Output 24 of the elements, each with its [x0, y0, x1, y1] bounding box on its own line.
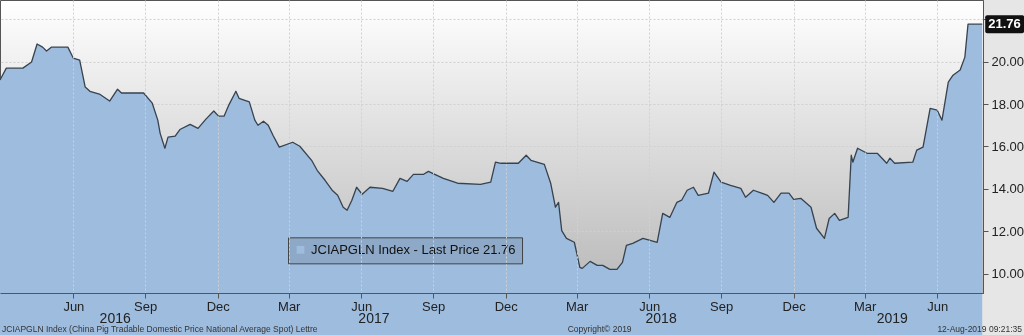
- x-tick-label: Sep: [134, 298, 158, 314]
- legend-label: JCIAPGLN Index - Last Price 21.76: [311, 241, 516, 257]
- text: JCIAPGLN Index (China Pig Tradable Domestic Price National Average Spot) Lettre: [2, 324, 318, 334]
- y-tick-label: 14.00: [991, 181, 1024, 197]
- x-tick-label: Jun: [927, 298, 949, 314]
- text: Copyright© 2019: [567, 324, 632, 334]
- x-tick-label: Jun: [63, 298, 85, 314]
- x2-tick-label: 2019: [876, 310, 909, 326]
- y-tick-label: 10.00: [991, 266, 1024, 282]
- x-tick-label: Dec: [206, 298, 231, 314]
- x-tick-label: Mar: [853, 298, 878, 314]
- x-tick-label: Mar: [278, 298, 302, 314]
- x-tick-label: Sep: [422, 298, 446, 314]
- x-tick-label: Dec: [782, 298, 807, 314]
- x2-tick-label: 2016: [99, 310, 131, 326]
- y-tick-label: 18.00: [991, 96, 1024, 112]
- text: 12-Aug-2019 09:21:35: [937, 324, 1023, 334]
- y-tick-label: 20.00: [991, 54, 1024, 70]
- y-tick-label: 12.00: [991, 223, 1024, 239]
- x-tick-label: Sep: [710, 298, 734, 314]
- y-tick-label: 16.00: [991, 139, 1024, 154]
- annotation: 21.76: [988, 16, 1021, 32]
- x-tick-label: Dec: [494, 298, 519, 314]
- x-tick-label: Mar: [566, 298, 590, 314]
